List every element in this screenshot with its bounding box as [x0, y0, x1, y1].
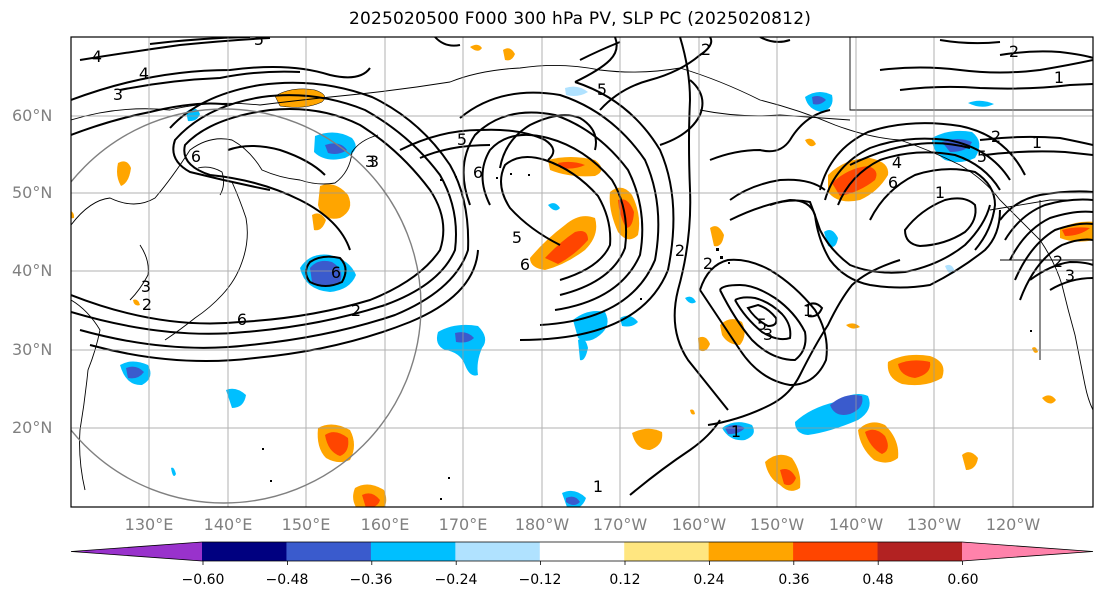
contour-label: 2 — [991, 127, 1001, 146]
contour-label: 6 — [237, 310, 247, 329]
colorbar-segment — [708, 542, 794, 561]
colorbar-tick-label: −0.36 — [349, 572, 393, 588]
coastlines — [71, 37, 1093, 491]
contour-label: 2 — [703, 254, 713, 273]
colorbar-segment — [962, 542, 1093, 561]
colorbar-tick-label: 0.36 — [778, 572, 810, 588]
contour-label: 2 — [1053, 252, 1063, 271]
contour-label: 2 — [142, 295, 152, 314]
lon-label-130w: 130°W — [906, 515, 962, 534]
lat-label-40n: 40°N — [12, 261, 53, 280]
contour-label: 5 — [254, 30, 264, 49]
slp-contours — [71, 37, 1093, 496]
contour-label: 1 — [1054, 68, 1064, 87]
lon-label-170e: 170°E — [438, 515, 488, 534]
colorbar-tick-label: −0.24 — [434, 572, 478, 588]
map-title: 2025020500 F000 300 hPa PV, SLP PC (2025… — [348, 9, 812, 29]
contour-label: 2 — [675, 241, 685, 260]
colorbar-segment — [71, 542, 202, 561]
colorbar-tick-label: 0.48 — [862, 572, 894, 588]
colorbar-segment — [793, 542, 879, 561]
map-frame — [70, 36, 1094, 508]
lon-label-160w: 160°W — [671, 515, 727, 534]
contour-label: 1 — [731, 422, 741, 441]
lat-label-50n: 50°N — [12, 183, 53, 202]
colorbar-tick-label: 0.60 — [947, 572, 979, 588]
colorbar-outline — [70, 541, 1094, 562]
contour-label: 1 — [593, 477, 603, 496]
contour-label: 5 — [457, 130, 467, 149]
pv-anomaly-fills — [71, 44, 1093, 507]
contour-label: 5 — [597, 80, 607, 99]
island-dots — [262, 173, 1032, 500]
contour-label: 4 — [892, 153, 902, 172]
contour-label: 3 — [365, 152, 375, 171]
lon-label-120w: 120°W — [985, 515, 1041, 534]
contour-label: 3 — [369, 152, 379, 171]
lon-label-150e: 150°E — [281, 515, 331, 534]
contour-label: 6 — [191, 147, 201, 166]
colorbar-segment — [624, 542, 710, 561]
colorbar-tick-label: 0.24 — [693, 572, 725, 588]
contour-label: 3 — [763, 325, 773, 344]
colorbar-tick-label: −0.48 — [265, 572, 309, 588]
lon-label-180w: 180°W — [514, 515, 570, 534]
lon-label-140w: 140°W — [828, 515, 884, 534]
contour-label: 4 — [92, 47, 102, 66]
lat-label-60n: 60°N — [12, 106, 53, 125]
colorbar-tick-label: −0.60 — [181, 572, 225, 588]
contour-label: 6 — [520, 255, 530, 274]
contour-label: 5 — [512, 228, 522, 247]
lon-label-150w: 150°W — [749, 515, 805, 534]
contour-label: 3 — [113, 85, 123, 104]
contour-label: 1 — [803, 301, 813, 320]
lon-label-160e: 160°E — [360, 515, 410, 534]
colorbar-segment — [539, 542, 625, 561]
contour-label: 6 — [473, 163, 483, 182]
reference-circle — [71, 108, 422, 504]
colorbar-tick-label: −0.12 — [518, 572, 562, 588]
lat-lon-grid — [71, 37, 1093, 507]
contour-label: 2 — [351, 301, 361, 320]
colorbar-segment — [877, 542, 963, 561]
contour-label: 2 — [1009, 42, 1019, 61]
contour-label: 6 — [331, 263, 341, 282]
contour-label: 1 — [1032, 133, 1042, 152]
contour-label: 4 — [139, 64, 149, 83]
contour-label: 6 — [888, 173, 898, 192]
lat-label-30n: 30°N — [12, 340, 53, 359]
contour-label: 1 — [935, 183, 945, 202]
colorbar — [70, 541, 1094, 565]
colorbar-segment — [455, 542, 541, 561]
lat-label-20n: 20°N — [12, 418, 53, 437]
contour-label: 5 — [977, 147, 987, 166]
colorbar-segment — [202, 542, 287, 561]
lon-label-140e: 140°E — [203, 515, 253, 534]
contour-label: 3 — [141, 277, 151, 296]
colorbar-segment — [286, 542, 372, 561]
contour-label: 2 — [701, 40, 711, 59]
lon-label-170w: 170°W — [592, 515, 648, 534]
contour-label: 3 — [1065, 266, 1075, 285]
lon-label-130e: 130°E — [124, 515, 174, 534]
contour-label: 5 — [757, 315, 767, 334]
colorbar-segment — [370, 542, 456, 561]
colorbar-tick-label: 0.12 — [609, 572, 641, 588]
